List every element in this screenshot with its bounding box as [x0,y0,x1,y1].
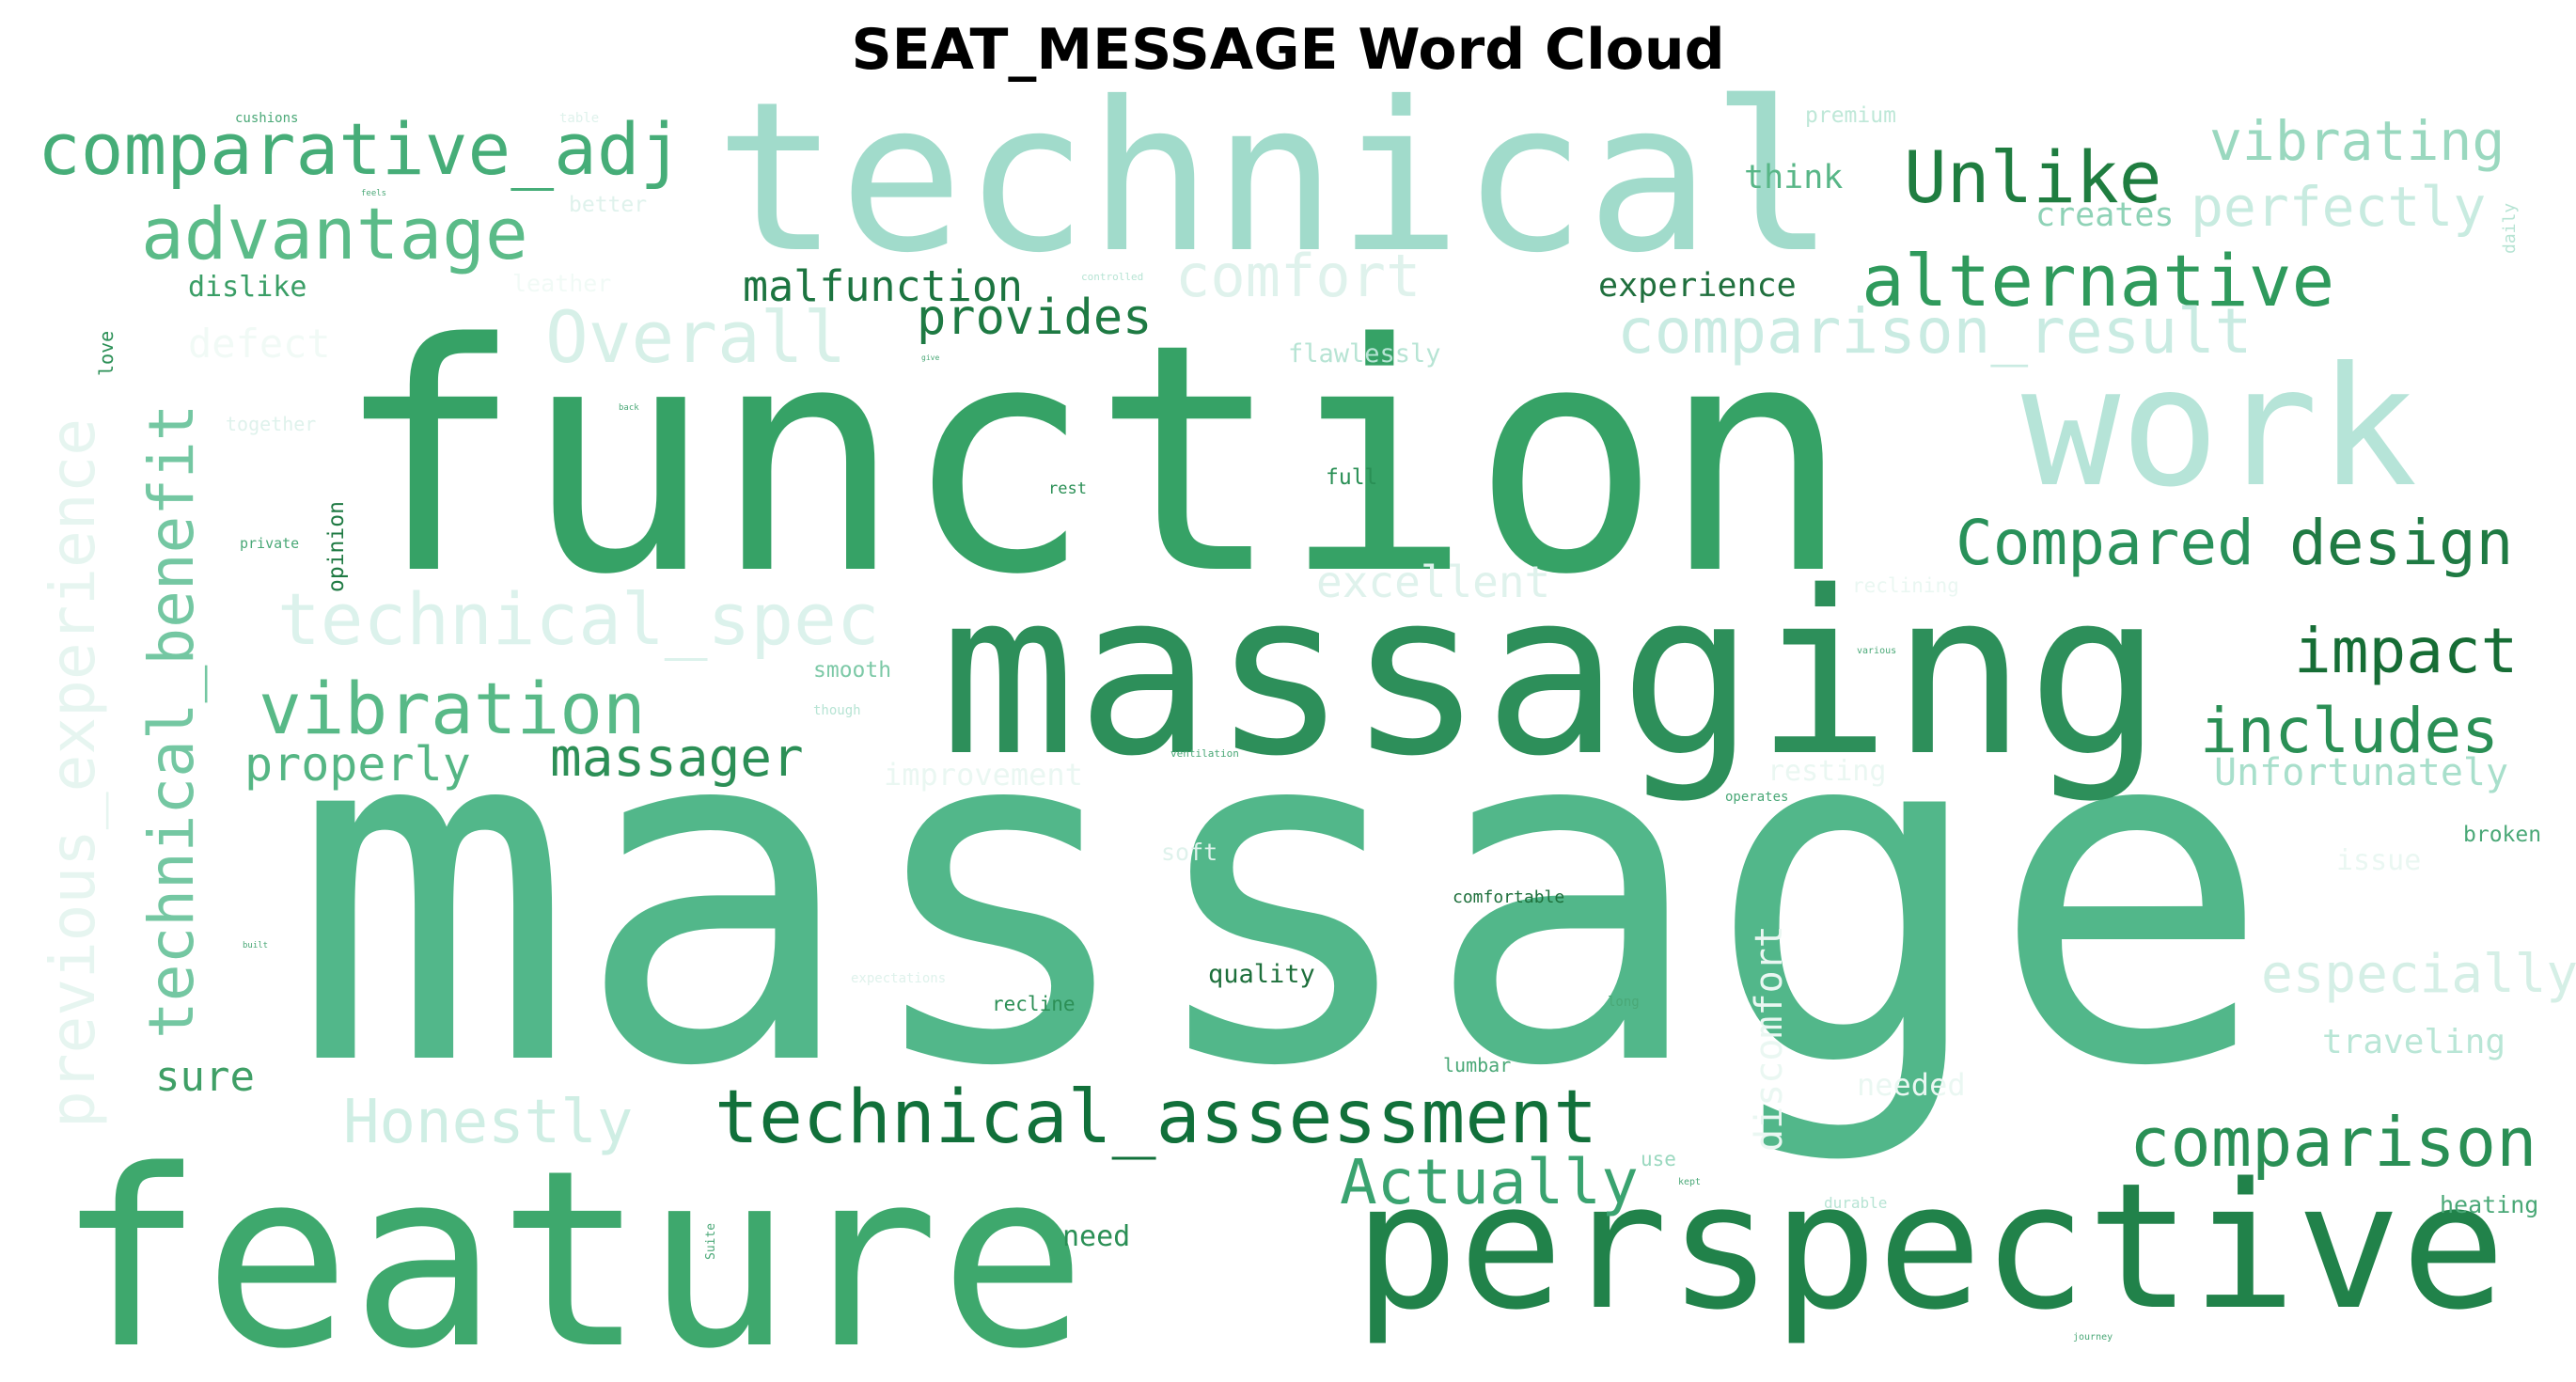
cloud-word-massager: massager [550,728,804,789]
cloud-word-premium: premium [1805,103,1896,128]
cloud-word-suite: Suite [704,1223,718,1260]
cloud-word-table: table [559,111,599,126]
cloud-word-issue: issue [2336,844,2421,877]
cloud-word-creates: creates [2035,196,2175,234]
cloud-word-comfortable: comfortable [1453,887,1564,907]
cloud-word-private: private [240,535,299,552]
cloud-word-traveling: traveling [2322,1023,2505,1061]
cloud-word-comparison: comparison [2129,1103,2537,1182]
cloud-word-includes: includes [2200,695,2499,767]
cloud-word-function: function [334,277,1851,644]
cloud-word-comparative-adj: comparative_adj [38,107,683,191]
cloud-word-operates: operates [1725,790,1788,805]
cloud-word-better: better [569,193,647,217]
cloud-word-rest: rest [1048,479,1087,498]
cloud-word-love: love [95,331,118,376]
cloud-word-reclining: reclining [1852,574,1959,597]
cloud-word-vibrating: vibrating [2209,109,2505,173]
cloud-word-though: though [813,703,861,718]
cloud-word-lumbar: lumbar [1443,1054,1511,1076]
cloud-word-recline: recline [992,993,1076,1015]
cloud-word-previous-experience: previous_experience [37,418,109,1128]
cloud-word-controlled: controlled [1081,271,1143,283]
cloud-word-discomfort: discomfort [1748,925,1791,1152]
cloud-word-comparison-result: comparison_result [1617,295,2253,368]
cloud-word-smooth: smooth [813,658,891,683]
cloud-word-cushions: cushions [235,111,298,126]
cloud-word-full: full [1326,465,1377,490]
cloud-word-improvement: improvement [884,757,1083,793]
cloud-word-feels: feels [361,189,386,198]
cloud-word-massage: massage [291,621,2272,1169]
cloud-word-technical-benefit: technical_benefit [135,403,208,1039]
cloud-word-experience: experience [1598,267,1797,305]
cloud-word-honestly: Honestly [343,1088,633,1157]
cloud-word-feature: feature [56,1119,1087,1382]
cloud-word-technical-spec: technical_spec [277,577,880,661]
cloud-word-defect: defect [188,321,331,367]
cloud-word-various: various [1857,646,1896,656]
cloud-word-design: design [2289,507,2513,579]
cloud-word-dislike: dislike [188,271,306,304]
cloud-word-technical: technical [715,57,1835,298]
cloud-word-resting: resting [1767,755,1886,788]
cloud-word-excellent: excellent [1316,557,1550,607]
cloud-word-massaging: massaging [940,542,2162,806]
cloud-word-technical-assessment: technical_assessment [715,1076,1597,1160]
cloud-word-quality: quality [1208,960,1315,989]
cloud-word-sure: sure [155,1053,255,1101]
cloud-word-think: think [1744,159,1843,196]
chart-title: SEAT_MESSAGE Word Cloud [851,17,1725,83]
cloud-word-daily: daily [2500,203,2520,254]
cloud-word-unfortunately: Unfortunately [2214,751,2508,794]
cloud-word-opinion: opinion [324,501,349,592]
cloud-word-advantage: advantage [141,192,528,275]
cloud-word-work: work [2021,333,2417,524]
cloud-word-actually: Actually [1340,1146,1639,1218]
cloud-word-alternative: alternative [1861,239,2334,322]
cloud-word-long: long [1608,995,1640,1010]
cloud-word-compared: Compared [1956,507,2254,579]
cloud-word-leather: leather [512,270,611,297]
cloud-word-kept: kept [1678,1177,1701,1187]
cloud-word-perfectly: perfectly [2191,175,2486,239]
cloud-word-overall: Overall [545,295,846,379]
cloud-word-broken: broken [2463,823,2541,847]
cloud-word-especially: especially [2261,944,2576,1005]
cloud-word-give: give [921,353,939,362]
cloud-word-expectations: expectations [851,971,946,986]
cloud-word-needed: needed [1857,1067,1966,1103]
cloud-word-flawlessly: flawlessly [1288,339,1441,369]
cloud-word-properly: properly [244,737,471,792]
cloud-word-journey: journey [2073,1332,2113,1343]
cloud-word-soft: soft [1161,839,1217,866]
cloud-word-malfunction: malfunction [743,261,1023,311]
cloud-word-durable: durable [1824,1194,1887,1212]
cloud-word-impact: impact [2294,615,2518,687]
cloud-word-vibration: vibration [259,667,646,750]
cloud-word-comfort: comfort [1175,242,1421,310]
cloud-word-built: built [243,941,268,950]
cloud-word-unlike: Unlike [1904,135,2162,219]
cloud-word-ventilation: ventilation [1170,747,1239,760]
cloud-word-perspective: perspective [1354,1145,2505,1348]
cloud-word-together: together [226,413,316,435]
cloud-word-use: use [1641,1148,1676,1170]
cloud-word-provides: provides [917,290,1152,346]
cloud-word-heating: heating [2440,1191,2538,1218]
cloud-word-need: need [1062,1220,1130,1253]
cloud-word-back: back [619,403,639,413]
